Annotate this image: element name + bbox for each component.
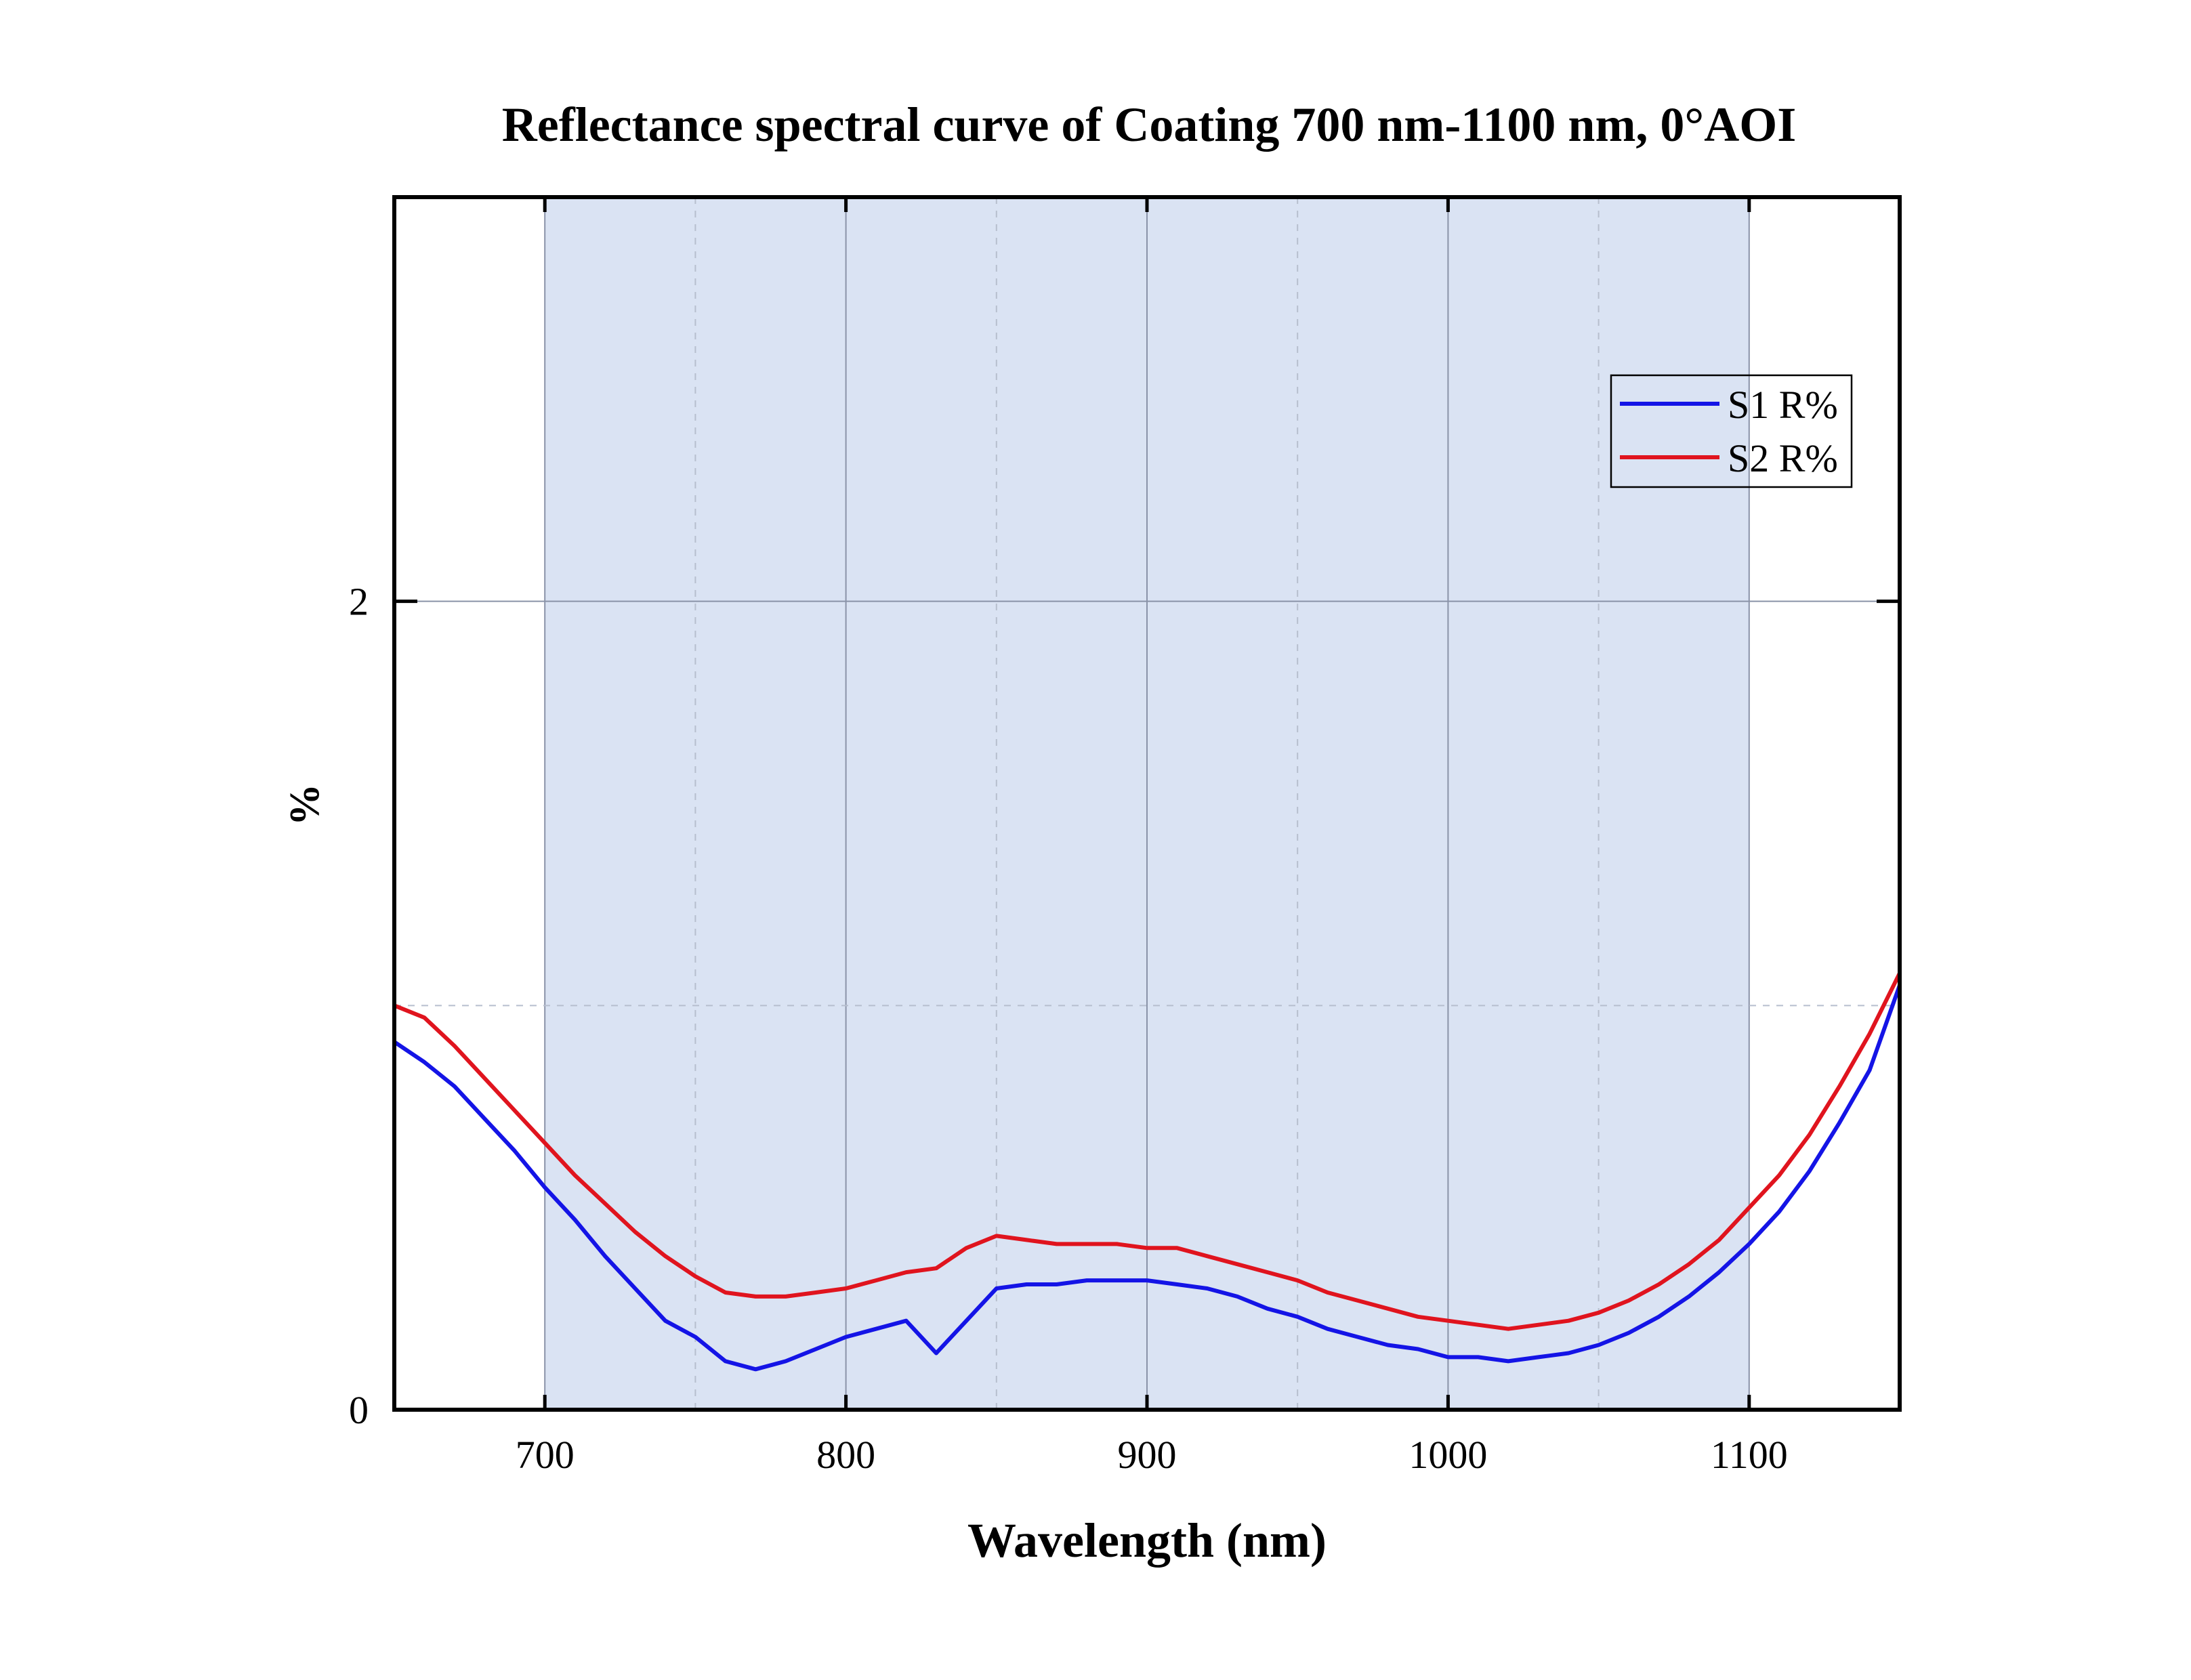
tick-label-layer: 700 800 900 1000 1100 0 2	[349, 580, 1788, 1477]
y-axis-label: %	[282, 784, 328, 826]
x-tick-label: 800	[816, 1433, 875, 1477]
series-line-s1	[392, 983, 1902, 1372]
x-tick-label: 900	[1118, 1433, 1177, 1477]
legend: S1 R% S2 R%	[1610, 374, 1853, 488]
x-tick-label: 1100	[1711, 1433, 1788, 1477]
x-axis-label: Wavelength (nm)	[967, 1513, 1327, 1568]
series-line-s2	[392, 971, 1902, 1331]
legend-label-s1: S1 R%	[1728, 383, 1838, 427]
legend-box	[1610, 374, 1853, 488]
grid-layer	[394, 197, 1900, 1410]
y-tick-label: 2	[349, 580, 369, 624]
x-tick-label: 700	[516, 1433, 575, 1477]
y-tick-label: 0	[349, 1388, 369, 1432]
series-layer	[392, 971, 1902, 1372]
tick-layer	[394, 197, 1900, 1412]
legend-label-s2: S2 R%	[1728, 436, 1838, 480]
chart-title: Reflectance spectral curve of Coating 70…	[502, 98, 1796, 152]
x-tick-label: 1000	[1408, 1433, 1487, 1477]
